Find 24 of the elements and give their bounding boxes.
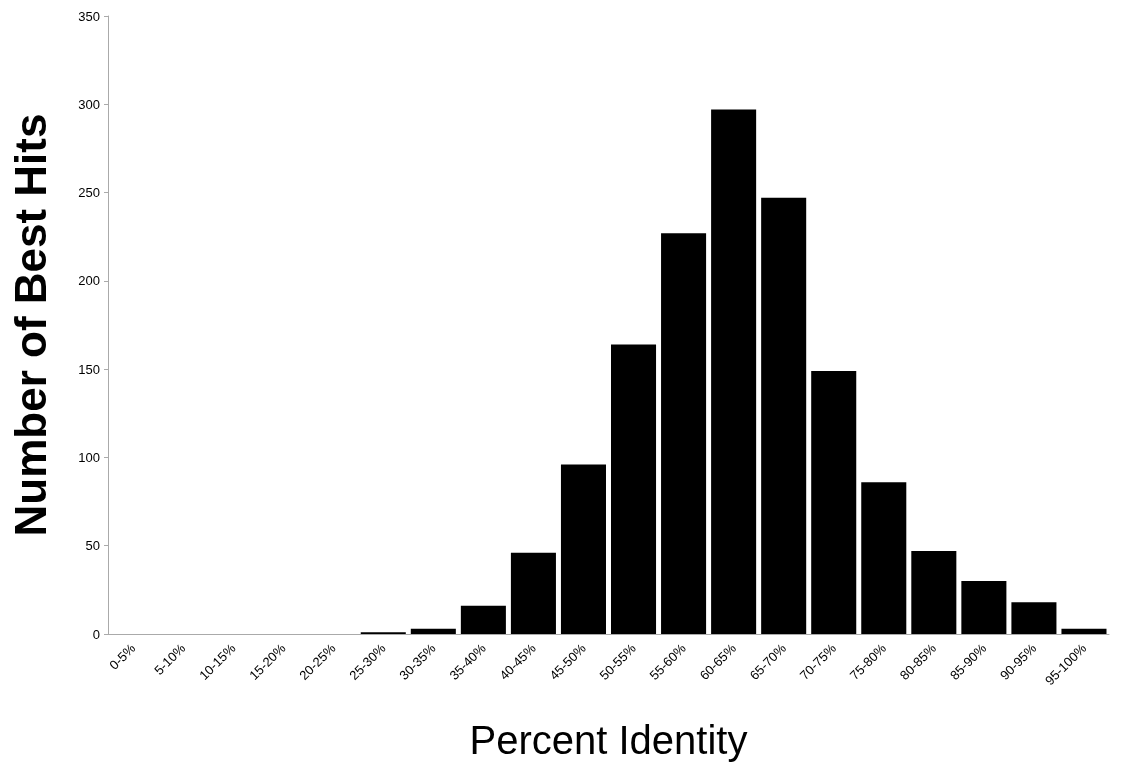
bar (460, 605, 506, 634)
bar (1061, 628, 1107, 634)
bar (911, 551, 957, 634)
bar (560, 464, 606, 634)
bar (510, 552, 556, 634)
y-tick-label: 300 (78, 96, 100, 112)
y-tick-label: 100 (78, 449, 100, 465)
bar (811, 370, 857, 634)
bar (761, 197, 807, 634)
y-axis-title: Number of Best Hits (5, 113, 55, 537)
y-tick-label: 150 (78, 361, 100, 377)
y-tick-label: 250 (78, 185, 100, 201)
y-tick-label: 200 (78, 273, 100, 289)
x-axis-title: Percent Identity (469, 718, 748, 762)
y-tick-label: 0 (92, 626, 100, 642)
bar (661, 233, 707, 634)
bar (961, 581, 1007, 634)
bar (861, 482, 907, 634)
bar (611, 344, 657, 634)
bar (410, 628, 456, 634)
y-tick-label: 350 (78, 8, 100, 24)
bar (711, 109, 757, 634)
bar (1011, 602, 1057, 634)
y-tick-label: 50 (85, 538, 100, 554)
